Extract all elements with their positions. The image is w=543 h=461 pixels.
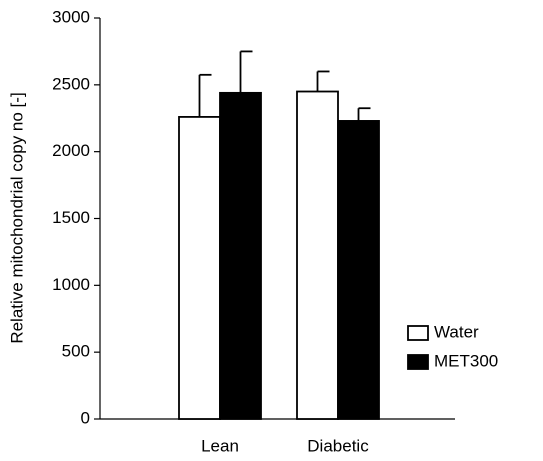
bar <box>178 116 221 420</box>
y-tick-label: 3000 <box>52 7 90 26</box>
y-tick-label: 2000 <box>52 141 90 160</box>
bar <box>219 91 262 420</box>
error-bar <box>239 50 253 93</box>
error-bar <box>316 70 330 92</box>
y-tick-label: 1500 <box>52 208 90 227</box>
error-bar <box>198 73 212 117</box>
y-tick-label: 0 <box>81 408 90 427</box>
bar <box>337 120 380 420</box>
y-tick-label: 1000 <box>52 275 90 294</box>
bar <box>296 90 339 420</box>
legend-label: MET300 <box>434 351 498 370</box>
legend-swatch <box>407 354 429 370</box>
y-axis-label: Relative mitochondrial copy no [-] <box>7 92 26 343</box>
x-tick-label: Lean <box>201 436 239 455</box>
error-bar <box>357 107 371 121</box>
x-tick-label: Diabetic <box>307 436 369 455</box>
legend-swatch <box>407 325 429 341</box>
legend-label: Water <box>434 322 479 341</box>
y-tick-label: 500 <box>62 342 90 361</box>
y-tick-label: 2500 <box>52 74 90 93</box>
